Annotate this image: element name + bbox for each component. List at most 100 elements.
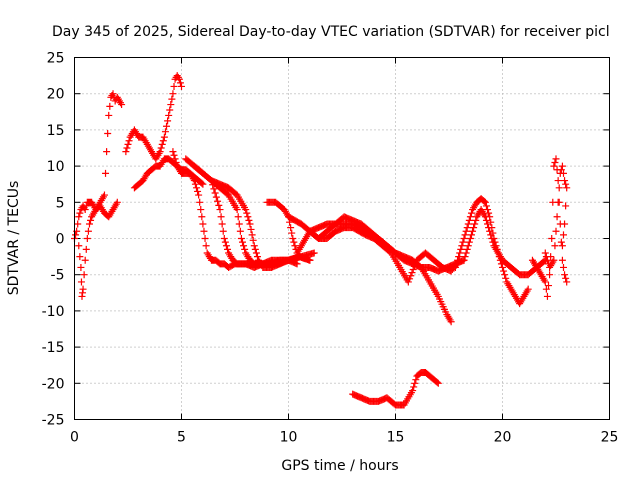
data-point <box>157 144 165 152</box>
data-point <box>291 242 299 250</box>
data-point <box>553 213 561 221</box>
data-point <box>178 82 185 90</box>
data-point <box>484 220 492 228</box>
data-point <box>558 242 566 250</box>
data-point <box>412 376 420 384</box>
x-tick-label: 15 <box>387 430 405 446</box>
data-point <box>462 249 470 257</box>
data-point <box>219 227 227 235</box>
data-point <box>306 256 314 264</box>
data-point <box>460 256 468 264</box>
data-points <box>71 72 571 409</box>
series-sat-3 <box>122 72 185 163</box>
y-tick-label: -5 <box>51 268 65 284</box>
data-point <box>561 177 569 185</box>
data-point <box>540 257 548 265</box>
data-point <box>489 238 497 246</box>
plot-frame <box>74 57 610 420</box>
data-point <box>472 216 480 224</box>
data-point <box>557 238 565 246</box>
data-point <box>194 187 202 195</box>
x-tick-label: 0 <box>70 430 79 446</box>
data-point <box>75 242 83 250</box>
data-point <box>469 227 477 235</box>
data-point <box>160 133 168 141</box>
y-axis-title: SDTVAR / TECUs <box>6 181 22 296</box>
data-point <box>447 318 455 326</box>
data-point <box>404 278 412 286</box>
data-point <box>171 155 179 163</box>
data-point <box>235 220 243 228</box>
data-point <box>541 249 549 257</box>
data-point <box>248 231 256 239</box>
x-tick-label: 10 <box>280 430 298 446</box>
data-point <box>221 238 229 246</box>
data-point <box>551 242 559 250</box>
data-point <box>462 227 470 235</box>
data-point <box>310 249 318 257</box>
data-point <box>84 227 92 235</box>
data-point <box>237 235 245 242</box>
y-tick-label: 15 <box>47 123 65 139</box>
data-point <box>482 202 490 210</box>
data-point <box>163 122 171 130</box>
data-point <box>546 271 554 279</box>
data-point <box>488 235 496 242</box>
data-point <box>243 209 251 217</box>
data-point <box>234 213 242 221</box>
data-point <box>76 253 84 261</box>
data-point <box>198 213 206 221</box>
data-point <box>170 82 178 90</box>
data-point <box>412 259 420 267</box>
data-point <box>244 213 252 221</box>
data-point <box>484 206 492 214</box>
data-point <box>252 249 260 257</box>
data-point <box>501 271 509 279</box>
data-point <box>76 209 84 217</box>
data-point <box>224 245 232 253</box>
data-point <box>103 148 111 156</box>
data-point <box>124 140 132 148</box>
data-point <box>79 285 87 293</box>
data-point <box>550 162 558 170</box>
y-axis: 25 20 15 10 5 0 -5 -10 -15 -20 -25 <box>42 51 610 429</box>
data-point <box>552 227 560 235</box>
data-point <box>407 272 415 280</box>
data-point <box>459 238 467 246</box>
data-point <box>406 275 414 283</box>
data-point <box>455 253 463 261</box>
data-point <box>559 169 567 177</box>
data-point <box>433 378 441 386</box>
y-tick-label: 5 <box>56 195 65 211</box>
data-point <box>113 198 121 206</box>
data-point <box>293 260 301 268</box>
data-point <box>82 245 90 253</box>
data-point <box>548 235 556 242</box>
data-point <box>247 225 255 233</box>
data-point <box>481 198 489 206</box>
data-point <box>236 227 244 235</box>
data-point <box>559 263 567 271</box>
data-point <box>463 245 471 253</box>
data-point <box>290 238 298 246</box>
data-point <box>122 148 130 156</box>
data-point <box>249 236 257 244</box>
data-point <box>210 185 218 193</box>
data-point <box>220 235 228 242</box>
data-point <box>109 90 117 98</box>
grid <box>74 57 610 420</box>
data-point <box>554 177 562 185</box>
data-point <box>77 278 85 286</box>
data-point <box>169 148 177 156</box>
data-point <box>168 95 176 103</box>
data-point <box>241 245 249 253</box>
data-point <box>502 274 510 282</box>
data-point <box>198 179 206 187</box>
series-sat-12 <box>349 368 442 409</box>
data-point <box>218 220 226 228</box>
data-point <box>172 158 180 166</box>
data-point <box>80 271 88 279</box>
chart-title: Day 345 of 2025, Sidereal Day-to-day VTE… <box>52 24 610 40</box>
data-point <box>217 213 225 221</box>
data-point <box>253 253 261 261</box>
